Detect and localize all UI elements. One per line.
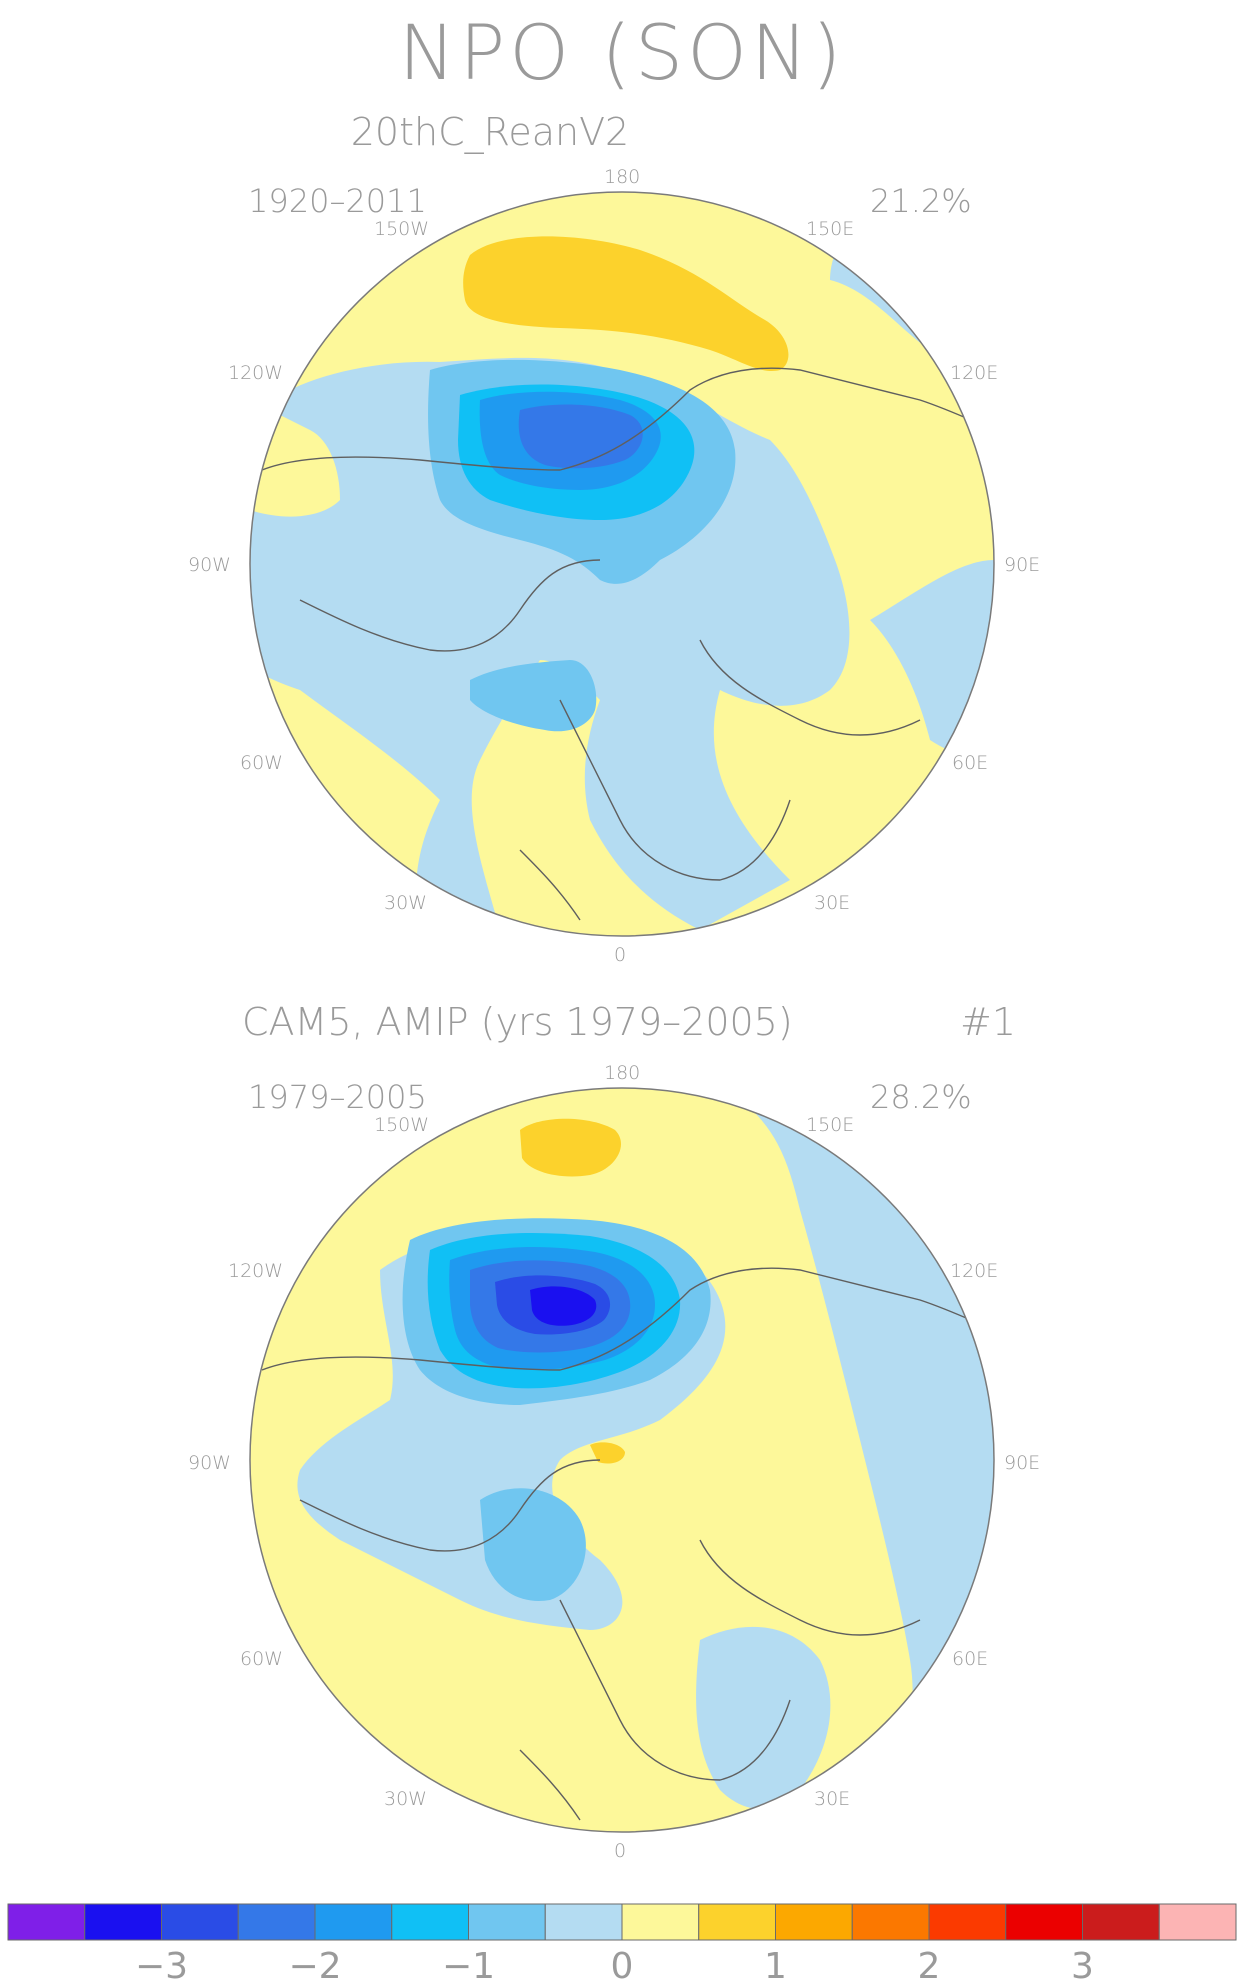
- colorbar-label: 3: [1071, 1946, 1094, 1987]
- panel-1-lon-60w: 60W: [240, 752, 283, 774]
- panel-2-number: #1: [960, 1000, 1017, 1044]
- panel-1-map-border: [249, 191, 995, 937]
- panel-2-lon-90w: 90W: [188, 1452, 231, 1474]
- panel-2-negative-lobe-atlantic: [480, 1488, 586, 1601]
- panel-2-lon-30w: 30W: [384, 1788, 427, 1810]
- panel-1-subtitle: 20thC_ReanV2: [350, 110, 630, 154]
- colorbar-label: 0: [610, 1946, 634, 1987]
- figure-title: NPO (SON): [398, 8, 846, 97]
- panel-2-lon-30e: 30E: [814, 1788, 851, 1810]
- colorbar-swatch: [84, 1903, 162, 1941]
- colorbar-swatch: [468, 1903, 546, 1941]
- panel-2-coastlines: [261, 1267, 994, 1821]
- panel-2-lon-180: 180: [604, 1062, 641, 1084]
- panel-2-map-border: [249, 1087, 995, 1833]
- colorbar-swatch: [1005, 1903, 1083, 1941]
- panel-1-lon-150w: 150W: [374, 218, 430, 240]
- panel-1-lon-180: 180: [604, 166, 641, 188]
- panel-1-negative-core-4: [518, 404, 643, 469]
- panel-1-variance: 21.2%: [870, 182, 972, 220]
- panel-2-lon-60w: 60W: [240, 1648, 283, 1670]
- panel-2-lon-120e: 120E: [950, 1260, 999, 1282]
- panel-2-lon-60e: 60E: [952, 1648, 989, 1670]
- panel-1-lon-150e: 150E: [806, 218, 855, 240]
- colorbar-swatch: [7, 1903, 86, 1941]
- panel-2-lon-0: 0: [614, 1840, 627, 1862]
- panel-2-lon-150e: 150E: [806, 1114, 855, 1136]
- panel-1-lon-120w: 120W: [228, 362, 284, 384]
- panel-2-map: [249, 1087, 995, 1833]
- panel-1-positive-band: [463, 236, 789, 371]
- panel-2-negative-zone-east: [740, 1100, 994, 1820]
- colorbar-swatch: [161, 1903, 239, 1941]
- panel-1-lon-90w: 90W: [188, 554, 231, 576]
- colorbar-label: −3: [134, 1946, 189, 1987]
- colorbar-swatch: [544, 1903, 623, 1941]
- panel-1-lon-60e: 60E: [952, 752, 989, 774]
- colorbar-swatch: [928, 1903, 1007, 1941]
- panel-2-negative-zone-europe: [696, 1626, 831, 1809]
- panel-1-map: [249, 191, 995, 937]
- colorbar-swatch: [314, 1903, 393, 1941]
- colorbar-label: 1: [764, 1946, 787, 1987]
- colorbar-swatch: [621, 1903, 700, 1941]
- panel-2-positive-north: [520, 1118, 621, 1177]
- panel-1-coastlines: [261, 367, 994, 921]
- panel-1-lon-120e: 120E: [950, 362, 999, 384]
- panel-2-positive-small: [590, 1442, 625, 1464]
- panel-2-lon-120w: 120W: [228, 1260, 284, 1282]
- panel-1-lon-90e: 90E: [1004, 554, 1041, 576]
- panel-1-negative-lobe-atlantic: [470, 660, 597, 732]
- panel-1-period: 1920–2011: [248, 182, 427, 220]
- panel-1-negative-zone-southeast: [870, 560, 994, 760]
- panel-2-variance: 28.2%: [870, 1078, 972, 1116]
- colorbar-swatch: [851, 1903, 930, 1941]
- colorbar-swatch: [237, 1903, 316, 1941]
- colorbar-swatch: [775, 1903, 853, 1941]
- colorbar-swatch: [1158, 1903, 1237, 1941]
- colorbar-swatch: [698, 1903, 776, 1941]
- panel-1-lon-0: 0: [614, 944, 627, 966]
- colorbar-label: −1: [441, 1946, 496, 1987]
- panel-2-subtitle: CAM5, AMIP (yrs 1979–2005): [242, 1000, 793, 1044]
- panel-2-period: 1979–2005: [248, 1078, 427, 1116]
- panel-2-lon-150w: 150W: [374, 1114, 430, 1136]
- panel-2-lon-90e: 90E: [1004, 1452, 1041, 1474]
- panel-2-negative-core-6: [530, 1286, 597, 1326]
- colorbar-label: −2: [288, 1946, 342, 1987]
- colorbar-swatch: [1082, 1903, 1160, 1941]
- colorbar-label: 2: [917, 1946, 941, 1987]
- panel-1-lon-30e: 30E: [814, 892, 851, 914]
- panel-1-lon-30w: 30W: [384, 892, 427, 914]
- colorbar: [7, 1903, 1237, 1941]
- colorbar-swatch: [391, 1903, 469, 1941]
